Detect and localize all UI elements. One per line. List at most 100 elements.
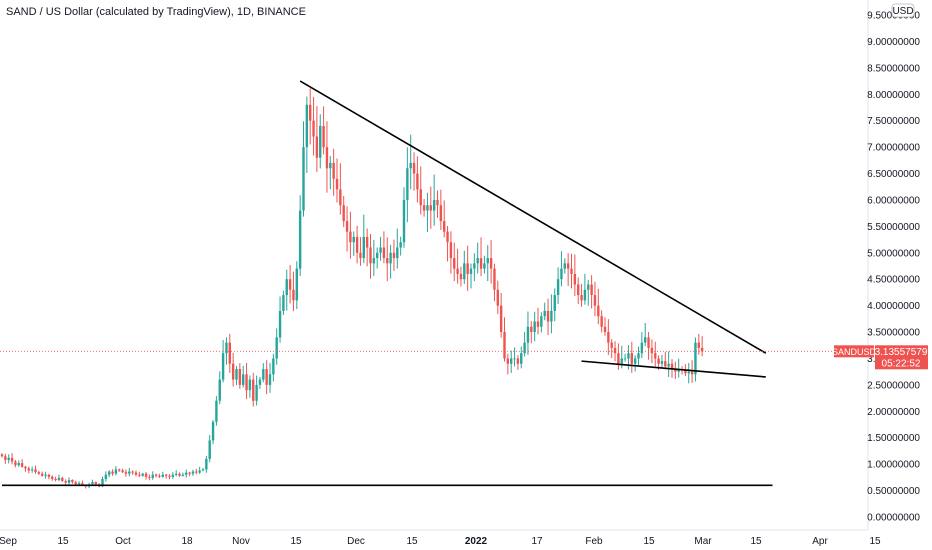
candle	[7, 454, 10, 464]
candle	[493, 263, 496, 302]
y-tick-label: 4.50000000	[867, 275, 920, 286]
candle	[422, 198, 426, 217]
candle	[339, 163, 342, 215]
candle	[262, 363, 265, 383]
candle	[483, 255, 486, 274]
candle	[342, 195, 345, 228]
y-tick-label: 3.50000000	[867, 328, 920, 339]
candle	[674, 361, 677, 379]
candle	[141, 472, 144, 477]
candle	[325, 121, 329, 193]
candle	[272, 353, 275, 382]
candle	[285, 269, 288, 311]
trendline[interactable]	[299, 80, 767, 354]
candle	[54, 476, 57, 482]
candle	[171, 472, 175, 479]
candle	[302, 121, 305, 217]
candle	[175, 470, 178, 477]
candle	[121, 468, 124, 473]
y-tick-label: 7.50000000	[867, 116, 920, 127]
candle	[158, 473, 161, 479]
candle	[215, 396, 218, 426]
candle	[365, 228, 369, 267]
candle	[432, 174, 436, 226]
candle	[453, 242, 456, 282]
candle	[148, 474, 151, 481]
candle	[61, 476, 64, 482]
candle	[134, 470, 138, 477]
candle	[523, 332, 526, 357]
candle	[476, 242, 479, 274]
candle	[164, 473, 168, 479]
candle	[543, 302, 546, 321]
candle	[590, 275, 593, 309]
y-tick-label: 5.00000000	[867, 248, 920, 259]
y-tick-label: 6.00000000	[867, 195, 920, 206]
candle	[41, 471, 44, 477]
candle	[687, 362, 690, 384]
candle	[516, 355, 520, 370]
x-tick-label: Mar	[694, 536, 712, 547]
candle	[587, 279, 590, 306]
candle	[114, 466, 118, 476]
candle	[278, 296, 282, 343]
candle	[443, 200, 446, 238]
candle	[345, 206, 349, 252]
candle	[118, 468, 121, 472]
candle	[563, 258, 566, 274]
candle	[570, 253, 573, 289]
candle	[298, 195, 302, 277]
candle	[556, 267, 560, 304]
candle	[238, 363, 242, 389]
candle	[288, 264, 292, 304]
candle	[603, 317, 607, 336]
candle	[20, 459, 24, 468]
price-tag-value: 3.13557579	[875, 347, 928, 358]
candle	[436, 190, 439, 218]
candle	[211, 419, 215, 445]
trendline[interactable]	[581, 360, 766, 378]
x-tick-label: 15	[57, 536, 69, 547]
candle	[664, 351, 667, 370]
candle	[178, 472, 181, 478]
trendlines	[2, 80, 773, 487]
candle	[623, 353, 627, 362]
candle	[17, 460, 20, 467]
x-tick-label: 15	[290, 536, 302, 547]
plot-area[interactable]	[0, 88, 704, 489]
currency-badge: USD	[891, 3, 915, 18]
candle	[67, 477, 71, 485]
candle	[362, 214, 365, 264]
candle	[319, 114, 322, 169]
y-tick-label: 2.00000000	[867, 407, 920, 418]
candle	[416, 156, 419, 203]
y-tick-label: 2.50000000	[867, 380, 920, 391]
candle	[700, 336, 704, 357]
candle	[4, 453, 7, 464]
candle	[47, 473, 51, 480]
y-tick-label: 0.50000000	[867, 486, 920, 497]
x-tick-label: 2022	[465, 536, 488, 547]
candle	[600, 310, 603, 333]
candle	[151, 471, 154, 480]
x-tick-label: Nov	[232, 536, 250, 547]
candle	[640, 332, 644, 359]
candle	[108, 470, 111, 478]
candle	[499, 292, 503, 338]
x-axis[interactable]: Sep 15 Oct 18 Nov 15 Dec 15 2022 17 Feb 15 Mar 15 Apr 1…	[0, 529, 881, 547]
candle	[268, 362, 272, 393]
candle	[402, 187, 406, 248]
candle	[235, 366, 238, 386]
candle	[633, 355, 637, 372]
candle	[577, 277, 580, 304]
candle	[466, 245, 469, 291]
y-tick-label: 0.00000000	[867, 513, 920, 524]
candle	[111, 469, 114, 476]
candle	[617, 343, 620, 370]
candle	[580, 283, 583, 307]
y-axis[interactable]: 9.500000009.000000008.500000008.00000000…	[867, 0, 920, 530]
candle	[265, 360, 268, 395]
candle	[593, 281, 597, 317]
candle	[429, 186, 432, 229]
